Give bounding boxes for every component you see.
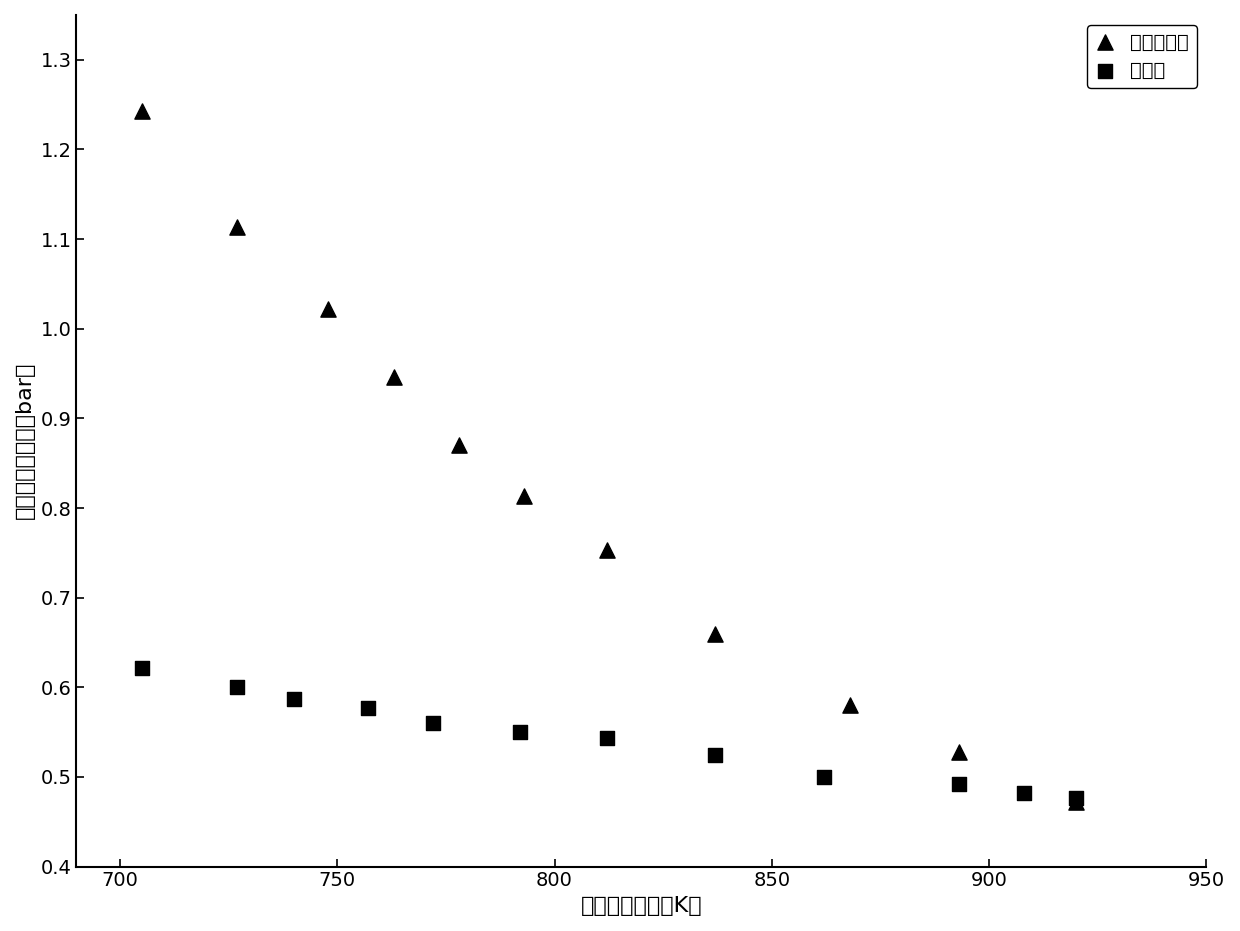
- 改变压缩比: [841, 697, 861, 712]
- 改变压缩比: [131, 103, 151, 118]
- 本方法: [357, 700, 377, 715]
- 改变压缩比: [449, 438, 469, 452]
- Legend: 改变压缩比, 本方法: 改变压缩比, 本方法: [1087, 25, 1197, 88]
- X-axis label: 压缩终点温度（K）: 压缩终点温度（K）: [580, 896, 702, 916]
- 本方法: [1014, 786, 1034, 801]
- 改变压缩比: [706, 626, 725, 641]
- 本方法: [510, 724, 529, 739]
- 改变压缩比: [596, 543, 616, 558]
- 本方法: [596, 731, 616, 746]
- 本方法: [1066, 790, 1086, 805]
- 本方法: [131, 660, 151, 675]
- 本方法: [423, 716, 443, 731]
- 改变压缩比: [1066, 794, 1086, 809]
- 本方法: [227, 680, 247, 695]
- 本方法: [284, 692, 304, 707]
- 本方法: [706, 748, 725, 762]
- 改变压缩比: [227, 220, 247, 235]
- 改变压缩比: [383, 370, 403, 385]
- 本方法: [813, 770, 833, 785]
- 改变压缩比: [319, 302, 339, 317]
- 改变压缩比: [515, 489, 534, 504]
- Y-axis label: 初始混合气压力（bar）: 初始混合气压力（bar）: [15, 362, 35, 519]
- 本方法: [949, 776, 968, 791]
- 改变压缩比: [949, 745, 968, 760]
